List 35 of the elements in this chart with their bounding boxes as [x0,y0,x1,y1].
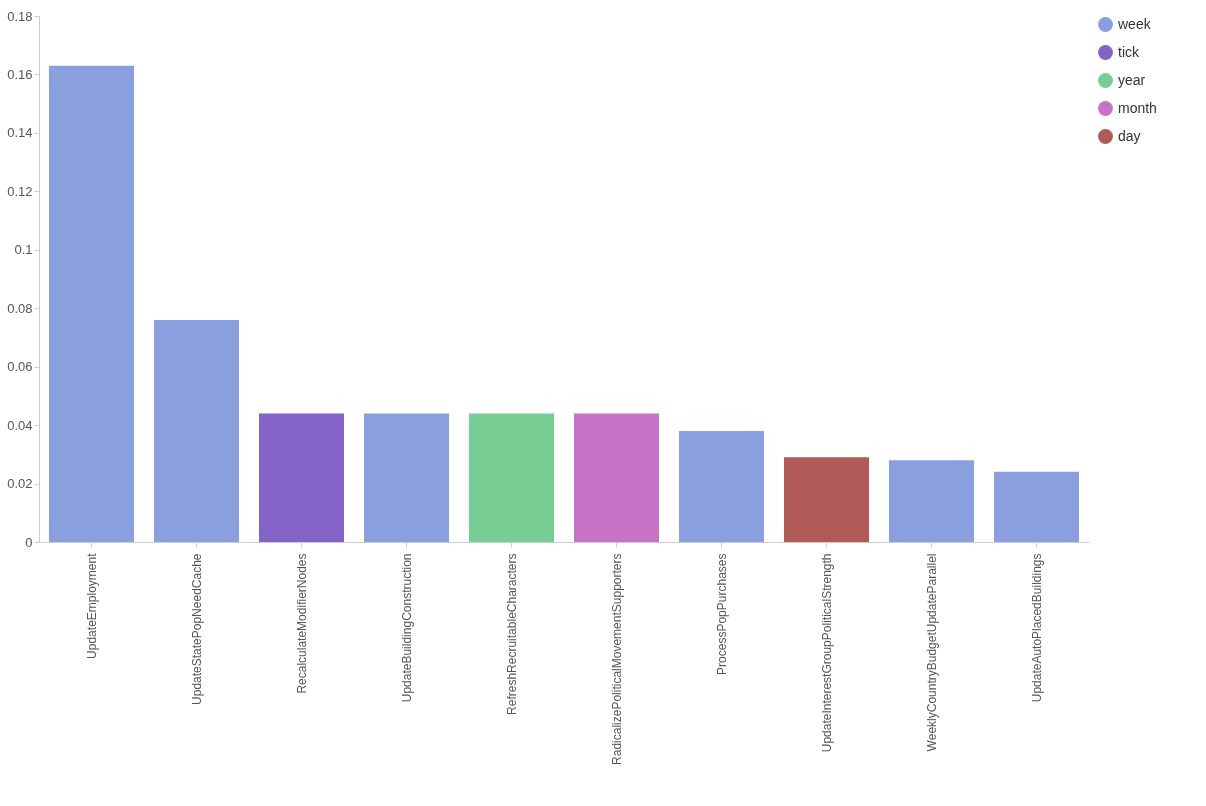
y-tick-label: 0.1 [14,242,33,258]
y-tick-label: 0.16 [7,66,33,82]
x-tick-label: WeeklyCountryBudgetUpdateParallel [924,553,939,752]
y-tick-label: 0.12 [7,183,33,199]
bar [573,413,660,542]
y-tick-label: 0.08 [7,300,33,316]
y-tick-label: 0.18 [7,8,33,24]
bar [993,471,1080,542]
bar [48,65,135,542]
legend-label: tick [1118,43,1140,60]
y-tick-label: 0.02 [7,476,33,492]
bar [258,413,345,542]
bar [468,413,555,542]
x-tick-label: UpdateBuildingConstruction [399,553,414,703]
y-tick-label: 0 [25,534,33,550]
x-tick-label: RadicalizePoliticalMovementSupporters [609,553,624,765]
legend-label: month [1118,99,1157,116]
y-tick-label: 0.14 [7,125,33,141]
y-tick-label: 0.04 [7,417,33,433]
legend-label: year [1118,71,1146,88]
x-tick-label: RecalculateModifierNodes [294,553,309,694]
x-tick-label: RefreshRecruitableCharacters [504,553,519,715]
bar [153,319,240,542]
y-tick-label: 0.06 [7,359,33,375]
bar [783,457,870,542]
x-tick-label: UpdateAutoPlacedBuildings [1029,553,1044,703]
bar [363,413,450,542]
x-tick-label: UpdateInterestGroupPoliticalStrength [819,553,834,753]
x-tick-label: UpdateEmployment [84,552,99,659]
bar [678,430,765,542]
x-tick-label: ProcessPopPurchases [714,553,729,675]
x-tick-label: UpdateStatePopNeedCache [189,553,204,705]
legend-label: day [1118,127,1141,144]
bar [888,460,975,542]
legend-label: week [1117,15,1152,32]
